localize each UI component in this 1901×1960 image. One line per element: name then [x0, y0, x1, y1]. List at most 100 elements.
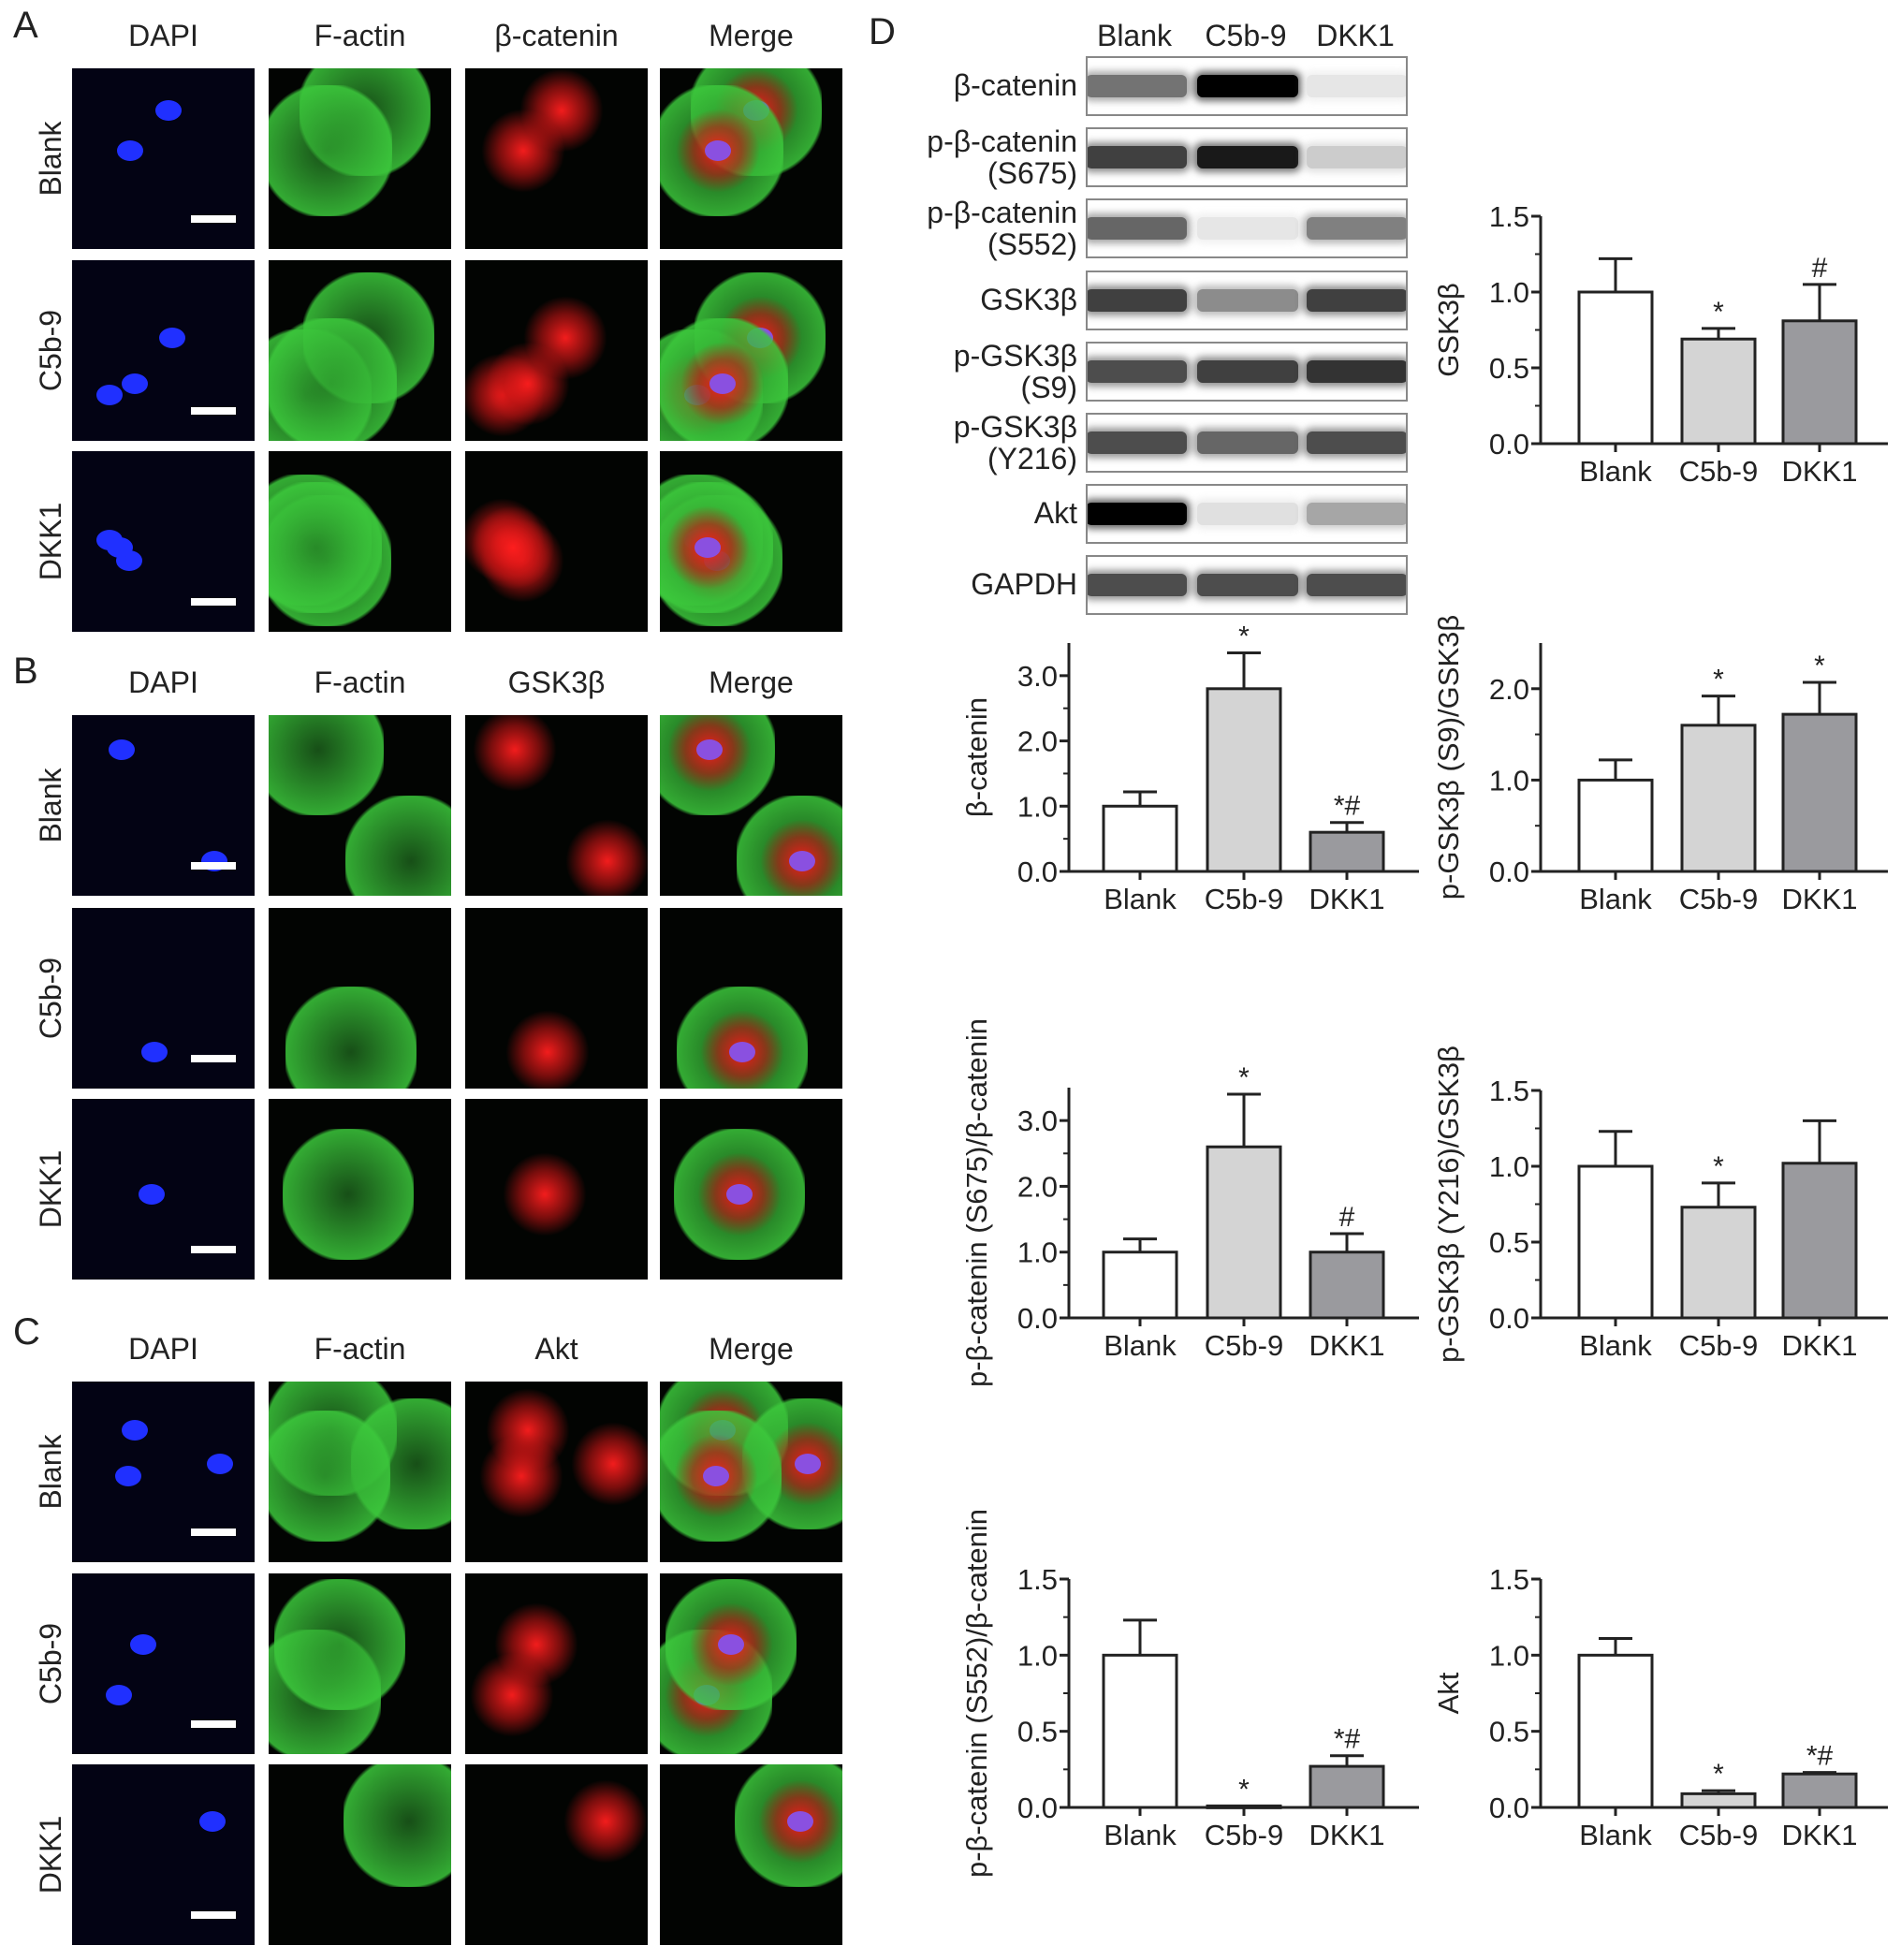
blot-band — [1088, 503, 1187, 525]
blot-band — [1197, 574, 1298, 596]
micrograph-merge — [660, 1573, 842, 1754]
micrograph-akt — [465, 1764, 648, 1945]
blot-band — [1197, 146, 1298, 168]
x-tick-label: DKK1 — [1309, 883, 1385, 915]
x-tick-label: Blank — [1104, 1329, 1177, 1362]
blot-band — [1307, 574, 1406, 596]
blot-band — [1197, 503, 1298, 525]
bar-c5b-9 — [1206, 1145, 1282, 1320]
x-tick-label: DKK1 — [1782, 1329, 1858, 1362]
micrograph-merge — [660, 1764, 842, 1945]
blot-strip — [1086, 342, 1408, 402]
x-tick-label: C5b-9 — [1679, 1819, 1758, 1851]
y-tick-label: 3.0 — [1017, 1104, 1058, 1137]
blot-strip — [1086, 413, 1408, 473]
micrograph-dapi — [72, 260, 255, 441]
blot-band — [1088, 75, 1187, 97]
y-tick-label: 0.0 — [1489, 856, 1529, 888]
x-tick-label: Blank — [1579, 1819, 1652, 1851]
micrograph-catenin — [465, 260, 648, 441]
blot-band — [1307, 75, 1406, 97]
micrograph-catenin — [465, 451, 648, 632]
micrograph-merge — [660, 260, 842, 441]
scale-bar — [191, 1529, 236, 1536]
blot-band — [1197, 289, 1298, 312]
column-header: DAPI — [128, 19, 198, 52]
x-tick-label: C5b-9 — [1205, 883, 1283, 915]
y-tick-label: 1.0 — [1017, 1639, 1058, 1672]
blot-band — [1088, 360, 1187, 383]
panel-label-C: C — [13, 1311, 40, 1353]
blot-strip — [1086, 127, 1408, 187]
column-header: GSK3β — [507, 666, 606, 699]
blot-row-label: GAPDH — [971, 567, 1077, 601]
y-tick-label: 0.0 — [1017, 1302, 1058, 1335]
x-tick-label: C5b-9 — [1679, 1329, 1758, 1362]
column-header: Merge — [709, 1332, 794, 1366]
y-axis-label: p-GSK3β (S9)/GSK3β — [1432, 615, 1465, 900]
x-tick-label: C5b-9 — [1679, 455, 1758, 488]
y-tick-label: 0.0 — [1489, 1302, 1529, 1335]
micrograph-factin — [269, 1573, 451, 1754]
blot-band — [1088, 146, 1187, 168]
micrograph-dapi — [72, 908, 255, 1089]
micrograph-dapi — [72, 1382, 255, 1562]
y-tick-label: 0.0 — [1489, 428, 1529, 461]
column-header: F-actin — [314, 666, 406, 699]
micrograph-akt — [465, 1573, 648, 1754]
x-tick-label: Blank — [1104, 883, 1177, 915]
column-header: F-actin — [314, 19, 406, 52]
y-tick-label: 1.0 — [1017, 790, 1058, 823]
column-header: DAPI — [128, 1332, 198, 1366]
micrograph-catenin — [465, 68, 648, 249]
column-header: Merge — [709, 666, 794, 699]
y-axis-label: p-GSK3β (Y216)/GSK3β — [1432, 1046, 1465, 1363]
panel-label-D: D — [869, 11, 896, 52]
y-tick-label: 0.5 — [1489, 1226, 1529, 1259]
blot-row-label: p-GSK3β (Y216) — [953, 410, 1077, 475]
micrograph-factin — [269, 715, 451, 896]
micrograph-dapi — [72, 1099, 255, 1280]
x-tick-label: DKK1 — [1782, 883, 1858, 915]
significance-marker: * — [1814, 651, 1825, 681]
x-tick-label: Blank — [1104, 1819, 1177, 1851]
y-axis-label: p-β-catenin (S675)/β-catenin — [960, 1018, 993, 1387]
y-tick-label: 0.5 — [1489, 1716, 1529, 1748]
bar-blank — [1102, 1653, 1178, 1809]
column-header: Merge — [709, 19, 794, 52]
y-tick-label: 1.0 — [1489, 764, 1529, 797]
y-tick-label: 2.0 — [1017, 1170, 1058, 1203]
blot-band — [1307, 503, 1406, 525]
micrograph-merge — [660, 1099, 842, 1280]
blot-band — [1197, 75, 1298, 97]
column-header: DAPI — [128, 666, 198, 699]
micrograph-merge — [660, 451, 842, 632]
significance-marker: * — [1238, 1062, 1250, 1093]
blot-band — [1307, 289, 1406, 312]
significance-marker: * — [1238, 1774, 1250, 1805]
significance-marker: *# — [1806, 1741, 1834, 1772]
lane-header: C5b-9 — [1205, 19, 1287, 52]
blot-band — [1197, 360, 1298, 383]
bar-dkk1 — [1781, 712, 1858, 873]
micrograph-factin — [269, 1382, 451, 1562]
blot-row-label: p-GSK3β (S9) — [953, 339, 1077, 404]
micrograph-factin — [269, 68, 451, 249]
blot-strip — [1086, 484, 1408, 544]
scale-bar — [191, 1720, 236, 1728]
micrograph-dapi — [72, 68, 255, 249]
y-tick-label: 1.0 — [1489, 1639, 1529, 1672]
lane-header: Blank — [1096, 19, 1173, 52]
bar-blank — [1577, 778, 1654, 873]
y-axis-label: GSK3β — [1432, 283, 1465, 377]
micrograph-akt — [465, 1382, 648, 1562]
blot-band — [1088, 217, 1187, 240]
y-tick-label: 0.0 — [1489, 1792, 1529, 1824]
bar-blank — [1577, 1653, 1654, 1809]
significance-marker: # — [1812, 253, 1828, 284]
y-tick-label: 1.0 — [1489, 276, 1529, 309]
x-tick-label: C5b-9 — [1679, 883, 1758, 915]
y-tick-label: 0.0 — [1017, 1792, 1058, 1824]
micrograph-merge — [660, 68, 842, 249]
